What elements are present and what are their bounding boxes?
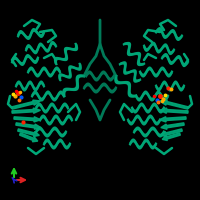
Polygon shape bbox=[136, 91, 168, 101]
Polygon shape bbox=[16, 81, 44, 91]
Polygon shape bbox=[130, 139, 156, 149]
FancyArrow shape bbox=[16, 123, 41, 129]
FancyArrow shape bbox=[160, 108, 188, 113]
Polygon shape bbox=[26, 42, 56, 54]
Polygon shape bbox=[144, 42, 174, 54]
Polygon shape bbox=[36, 103, 68, 113]
FancyArrow shape bbox=[18, 129, 39, 137]
FancyArrow shape bbox=[12, 100, 40, 109]
Polygon shape bbox=[119, 62, 141, 82]
Polygon shape bbox=[115, 75, 137, 97]
Polygon shape bbox=[28, 67, 60, 77]
Polygon shape bbox=[123, 43, 145, 65]
Polygon shape bbox=[59, 63, 81, 81]
Polygon shape bbox=[132, 103, 164, 113]
Polygon shape bbox=[40, 115, 72, 125]
Polygon shape bbox=[86, 71, 114, 81]
Polygon shape bbox=[84, 83, 116, 93]
Polygon shape bbox=[12, 55, 38, 65]
Polygon shape bbox=[128, 115, 160, 125]
Polygon shape bbox=[156, 28, 182, 40]
Polygon shape bbox=[140, 67, 172, 77]
FancyArrow shape bbox=[160, 100, 188, 109]
Polygon shape bbox=[162, 54, 188, 66]
FancyArrow shape bbox=[161, 129, 182, 137]
Polygon shape bbox=[63, 75, 85, 97]
Polygon shape bbox=[134, 127, 164, 137]
Polygon shape bbox=[36, 127, 66, 137]
FancyArrow shape bbox=[161, 123, 184, 129]
Polygon shape bbox=[18, 29, 44, 39]
Polygon shape bbox=[44, 139, 70, 149]
Polygon shape bbox=[156, 81, 184, 91]
Polygon shape bbox=[55, 43, 77, 65]
FancyArrow shape bbox=[14, 117, 41, 122]
FancyArrow shape bbox=[12, 108, 40, 113]
FancyArrow shape bbox=[159, 117, 186, 122]
Polygon shape bbox=[32, 91, 64, 101]
FancyArrow shape bbox=[162, 133, 180, 141]
FancyArrow shape bbox=[20, 133, 38, 142]
